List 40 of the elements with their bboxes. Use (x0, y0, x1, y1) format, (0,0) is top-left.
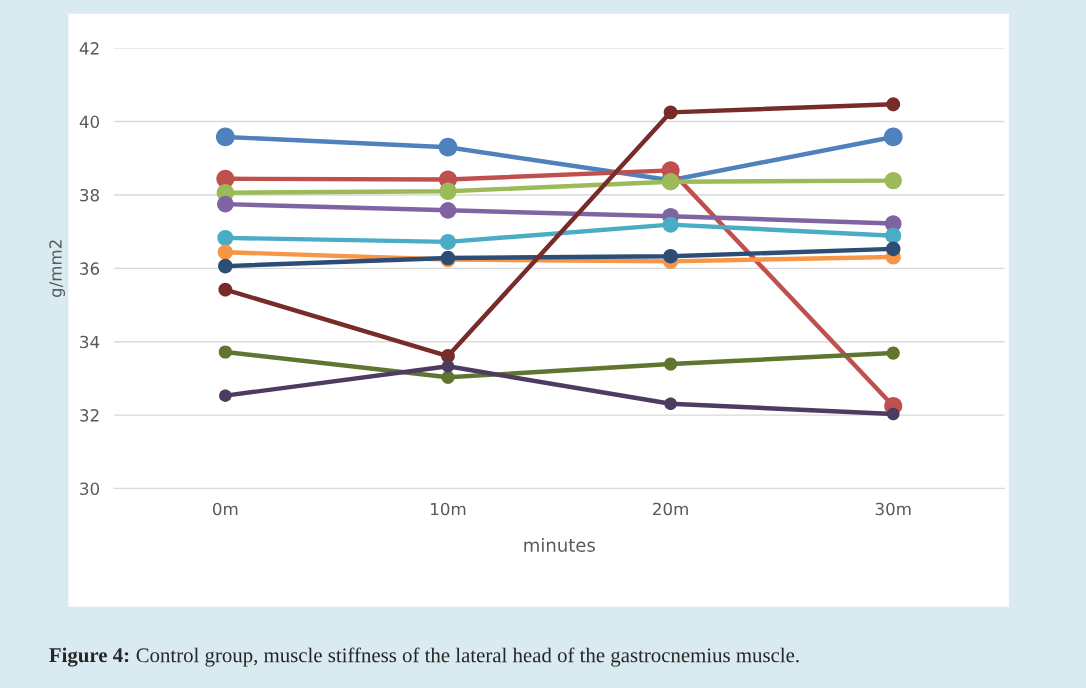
y-tick-label: 42 (79, 42, 99, 55)
point (664, 357, 678, 371)
point (441, 360, 455, 373)
y-tick-label: 34 (80, 335, 100, 349)
point (219, 389, 232, 402)
point (884, 171, 902, 190)
caption: Figure 4: Control group, muscle stiffness of the lateral head of the gastrocnemius muscle. (49, 647, 799, 667)
point (439, 182, 457, 200)
point (663, 248, 678, 264)
x-axis-title: minutes (524, 537, 595, 552)
point (663, 105, 678, 120)
point (886, 97, 901, 112)
point (885, 227, 902, 244)
point (886, 407, 900, 421)
point (885, 241, 901, 257)
point (218, 258, 233, 274)
x-tick-label: 10m (431, 502, 466, 516)
point (217, 244, 233, 260)
y-tick-label: 40 (79, 115, 100, 129)
y-tick-label: 38 (80, 188, 99, 202)
y-tick-label: 30 (80, 482, 100, 496)
x-tick-label: 0m (213, 502, 238, 516)
point (883, 127, 903, 147)
point (438, 137, 458, 157)
point (662, 216, 679, 233)
point (664, 397, 677, 410)
point (439, 202, 457, 219)
point (217, 229, 234, 246)
y-axis-title: g/mm2 (49, 240, 66, 298)
point (886, 346, 900, 360)
point (441, 370, 455, 384)
point (218, 345, 232, 359)
point (217, 195, 234, 213)
y-tick-label: 36 (80, 262, 100, 275)
x-tick-label: 30m (875, 502, 911, 516)
point (439, 233, 456, 250)
point (215, 127, 235, 147)
x-tick-label: 20m (653, 502, 688, 516)
y-tick-label: 32 (80, 409, 99, 422)
point (218, 282, 233, 297)
